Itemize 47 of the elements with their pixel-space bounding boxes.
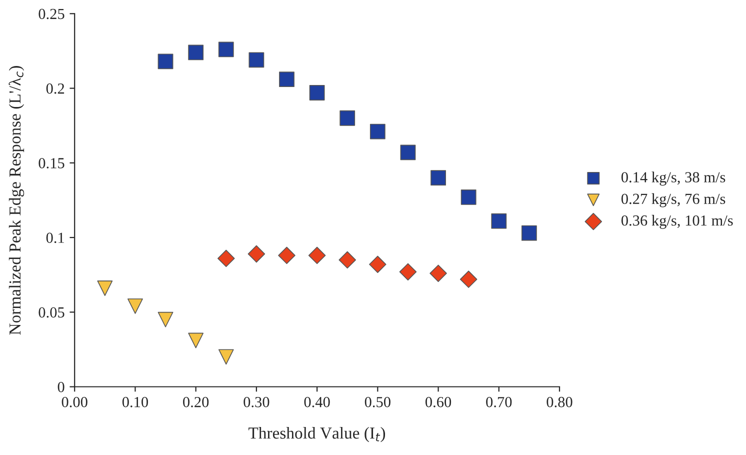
point: [430, 264, 447, 282]
point: [248, 52, 264, 68]
point: [218, 42, 234, 58]
point: [370, 124, 386, 140]
x-tick-label: 0.10: [122, 396, 148, 408]
y-tick-label: 0.25: [38, 8, 64, 20]
x-tick-label: 0.00: [62, 396, 88, 408]
y-tick-label: 0: [58, 382, 64, 392]
point: [340, 110, 356, 126]
point: [460, 190, 476, 205]
x-tick-label: 0.40: [304, 396, 330, 408]
x-tick-label: 0.30: [244, 396, 270, 408]
point: [279, 72, 294, 88]
point: [218, 349, 234, 365]
point: [278, 246, 296, 264]
point: [188, 44, 204, 60]
y-tick-label: 0.15: [38, 158, 64, 168]
point: [309, 85, 325, 100]
y-tick-label: 0.1: [46, 232, 64, 244]
point: [128, 298, 143, 314]
x-tick-label: 0.80: [546, 396, 572, 408]
point: [248, 245, 266, 263]
point: [158, 312, 174, 328]
point: [369, 256, 386, 274]
legend-label: 0.36 kg/s, 101 m/s: [621, 214, 733, 229]
legend-label: 0.14 kg/s, 38 m/s: [621, 172, 726, 186]
legend-label: 0.27 kg/s, 76 m/s: [621, 193, 726, 208]
y-axis-title: Normalized Peak Edge Response (L'/λ$_{c}$): [8, 66, 24, 335]
point: [460, 270, 478, 288]
point: [338, 251, 356, 269]
y-tick-label: 0.05: [38, 307, 64, 318]
point: [97, 280, 113, 296]
x-tick-label: 0.70: [486, 396, 512, 408]
point: [399, 263, 417, 280]
x-tick-label: 0.50: [364, 396, 390, 408]
x-tick-label: 0.20: [183, 396, 209, 408]
point: [521, 225, 537, 241]
point: [308, 246, 326, 264]
point: [188, 332, 204, 348]
x-axis-title: Threshold Value (I$_{t}$): [248, 426, 386, 442]
point: [158, 54, 174, 70]
x-tick-label: 0.60: [425, 396, 452, 408]
point: [491, 213, 507, 229]
point: [430, 170, 446, 186]
point: [400, 144, 416, 160]
y-tick-label: 0.2: [46, 83, 64, 94]
point: [217, 250, 235, 268]
